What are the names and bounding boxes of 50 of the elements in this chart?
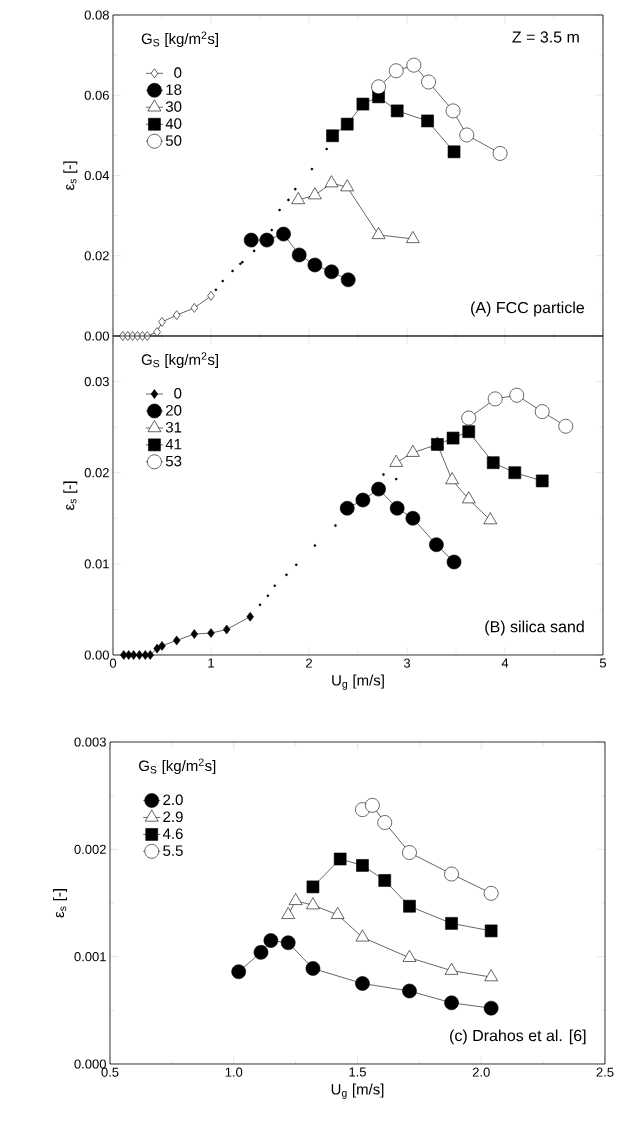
legend-title: G$_{S}$ [kg/m$^{2}$s] (138, 758, 216, 775)
y-tick-label: 0.04 (84, 170, 109, 181)
annotation: Z = 3.5 m (512, 31, 579, 43)
y-tick-label: 0.002 (74, 844, 106, 854)
x-tick-label: 2 (305, 658, 312, 668)
legend-label: 18 (166, 84, 182, 95)
y-tick-label: 0.08 (84, 10, 109, 20)
y-tick-label: 0.06 (84, 90, 109, 100)
legend-title: G$_{S}$ [kg/m$^{2}$s] (141, 31, 218, 48)
legend-label: 30 (165, 101, 182, 112)
y-axis-title: ε$_{s}$ [-] (63, 481, 78, 510)
x-tick-label: 1 (208, 658, 214, 668)
legend-label: 2.9 (163, 811, 183, 823)
x-tick-label: 5 (599, 658, 606, 668)
legend-label: 50 (165, 135, 182, 146)
legend-label: 20 (165, 405, 182, 416)
legend-label: 0 (174, 67, 182, 78)
legend-title: G$_{S}$ [kg/m$^{2}$s] (141, 352, 218, 368)
legend-label: 4.6 (162, 828, 183, 840)
annotation: (A) FCC particle (470, 301, 584, 317)
x-tick-label: 0.5 (101, 1067, 119, 1077)
x-tick-label: 1.0 (225, 1067, 243, 1077)
y-tick-label: 0.02 (84, 251, 109, 261)
legend-label: 0 (174, 388, 182, 399)
y-tick-label: 0.01 (84, 559, 109, 569)
legend-label: 31 (165, 421, 182, 433)
x-axis-title: U$_{g}$ [m/s] (332, 674, 384, 690)
x-tick-label: 0 (109, 658, 116, 668)
y-tick-label: 0.00 (84, 331, 109, 341)
y-axis-title: ε$_{s}$ [-] (63, 161, 78, 190)
y-tick-label: 0.000 (74, 1059, 106, 1069)
legend-label: 41 (165, 438, 182, 450)
y-axis-title: ε$_{s}$ [-] (52, 889, 67, 918)
y-tick-label: 0.03 (84, 376, 109, 387)
legend-label: 2.0 (163, 794, 183, 806)
x-tick-label: 1.5 (349, 1067, 366, 1077)
y-tick-label: 0.00 (84, 650, 109, 660)
x-axis-title: U$_{g}$ [m/s] (331, 1083, 384, 1099)
legend-label: 5.5 (162, 845, 183, 856)
x-tick-label: 2.0 (472, 1067, 490, 1077)
x-tick-label: 3 (403, 658, 410, 668)
legend-label: 53 (165, 455, 182, 467)
x-tick-label: 2.5 (596, 1067, 614, 1077)
y-tick-label: 0.001 (74, 952, 106, 962)
y-tick-label: 0.02 (84, 468, 109, 478)
annotation: (B) silica sand (485, 620, 584, 636)
legend-label: 40 (165, 118, 182, 129)
x-tick-label: 4 (501, 658, 509, 668)
y-tick-label: 0.003 (74, 737, 106, 747)
annotation: (c) Drahos et al. [6] (449, 1029, 586, 1045)
